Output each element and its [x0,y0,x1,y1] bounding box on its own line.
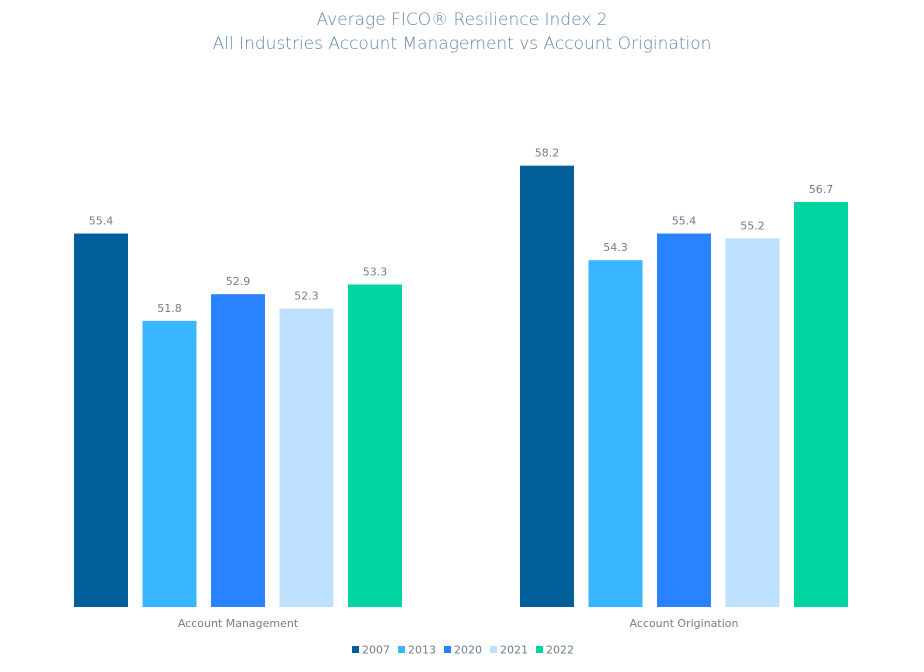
data-label-2022-1: 56.7 [809,183,834,196]
legend-label-2020: 2020 [454,644,482,657]
bar-2022-1 [794,202,848,607]
data-label-2007-1: 58.2 [535,147,560,160]
bar-2007-1 [520,165,574,607]
legend-swatch-2013 [398,646,405,653]
data-label-2013-1: 54.3 [603,241,628,254]
legend-swatch-2007 [352,646,359,653]
legend-swatch-2022 [536,646,543,653]
data-label-2022-0: 53.3 [363,265,388,278]
data-label-2020-0: 52.9 [226,275,251,288]
legend-swatch-2021 [490,646,497,653]
legend-label-2021: 2021 [500,644,528,657]
bar-2022-0 [348,284,402,607]
bar-2020-0 [211,294,265,607]
category-label-1: Account Origination [630,617,739,630]
bar-2021-0 [279,308,334,607]
data-label-2013-0: 51.8 [157,302,182,315]
data-label-2020-1: 55.4 [672,215,697,228]
data-label-2021-1: 55.2 [740,219,765,232]
legend-swatch-2020 [444,646,451,653]
legend-label-2022: 2022 [546,644,574,657]
data-label-2007-0: 55.4 [89,215,114,228]
category-label-0: Account Management [178,617,299,630]
data-label-2021-0: 52.3 [294,290,319,303]
bar-2020-1 [657,233,711,608]
chart-subtitle: All Industries Account Management vs Acc… [212,34,712,54]
bar-2013-0 [142,320,197,607]
legend-label-2013: 2013 [408,644,436,657]
chart-title: Average FICO® Resilience Index 2 [316,10,608,30]
bar-2013-1 [588,260,643,607]
bar-2021-1 [725,238,780,607]
legend-label-2007: 2007 [362,644,390,657]
bar-2007-0 [74,233,128,608]
